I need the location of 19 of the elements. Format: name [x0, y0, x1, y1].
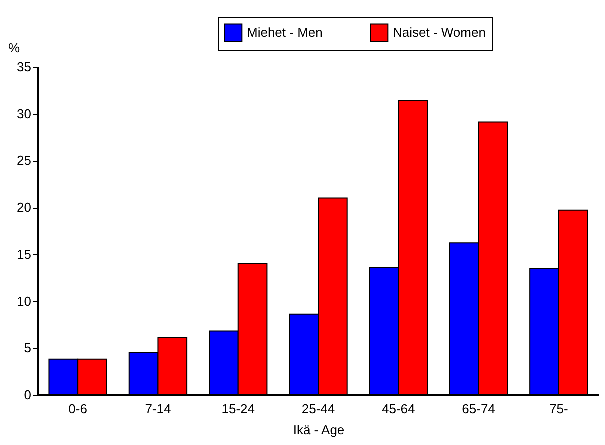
x-tick-label: 65-74 — [462, 402, 496, 416]
x-tick-label: 25-44 — [302, 402, 336, 416]
y-axis-title: % — [8, 40, 20, 56]
y-tick-label: 0 — [24, 388, 32, 402]
x-tick-label: 7-14 — [145, 402, 172, 416]
x-tick-label: 0-6 — [68, 402, 88, 416]
y-tick-label: 5 — [24, 340, 32, 356]
x-tick-label: 75- — [550, 402, 568, 416]
x-tick-label: 45-64 — [382, 402, 416, 416]
y-tick-label: 25 — [17, 153, 32, 168]
y-tick-label: 15 — [17, 246, 32, 262]
legend-label: Naiset - Women — [393, 24, 486, 40]
x-tick-label: 15-24 — [222, 402, 255, 416]
y-tick-label: 10 — [17, 294, 32, 309]
x-axis-title: Ikä - Age — [293, 422, 345, 438]
legend-label: Miehet - Men — [247, 24, 323, 40]
y-tick-label: 30 — [17, 106, 32, 122]
y-tick-label: 35 — [17, 60, 32, 74]
y-tick-label: 20 — [17, 200, 32, 216]
